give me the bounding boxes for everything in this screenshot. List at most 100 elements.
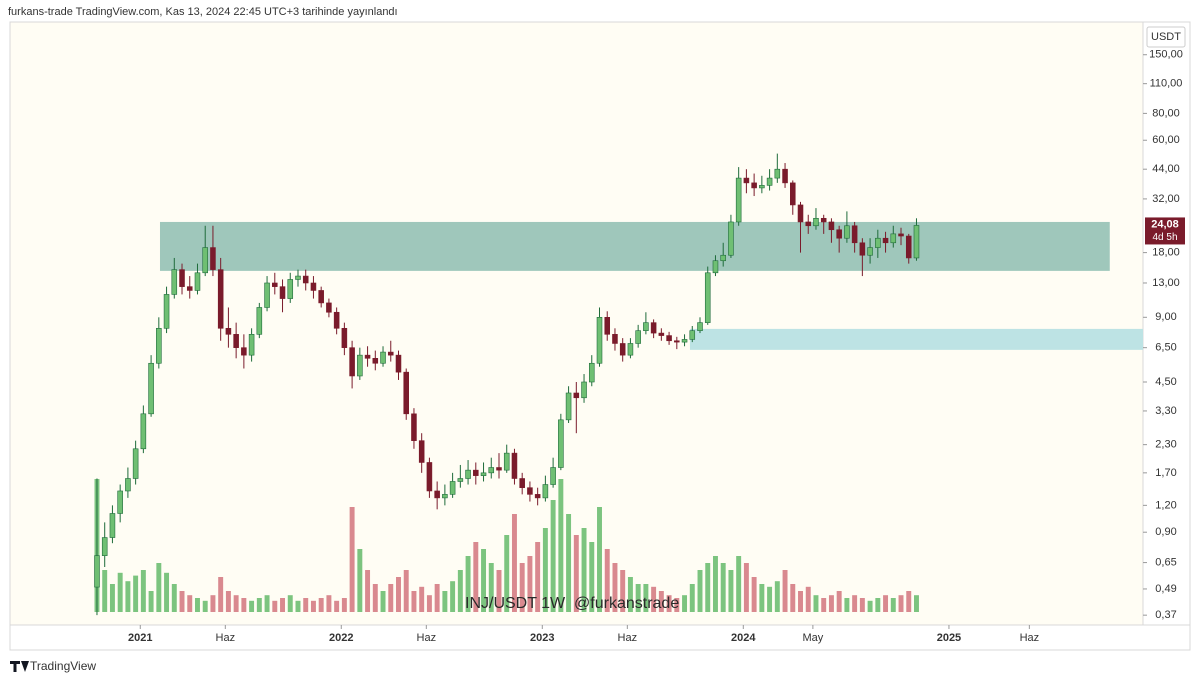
y-tick-label: 0,65 [1155, 556, 1176, 568]
candle-body [194, 272, 201, 291]
y-tick-label: 3,30 [1155, 405, 1176, 417]
candle-body [186, 286, 193, 291]
volume-bar [109, 584, 115, 612]
candle-body [898, 233, 904, 237]
y-tick-label: 150,00 [1149, 49, 1183, 61]
candle-body [125, 478, 131, 492]
candle-body [449, 481, 456, 495]
candle-body [287, 279, 294, 299]
candle-body [295, 275, 301, 280]
logo [10, 661, 29, 672]
volume-bar [844, 598, 850, 612]
candle-body [658, 332, 665, 336]
candle-body [782, 168, 788, 184]
candle-body [318, 290, 324, 304]
candle-body [302, 275, 309, 284]
volume-bar [859, 598, 865, 612]
volume-bar [365, 570, 371, 612]
volume-bar [164, 572, 170, 612]
volume-bar [566, 514, 572, 612]
watermark: INJ/USDT 1W @furkanstrade [465, 595, 679, 612]
candle-body [720, 254, 726, 262]
volume-bar [326, 595, 332, 612]
candle-body [457, 478, 464, 482]
candle-body [364, 354, 371, 359]
volume-bar [225, 591, 231, 612]
candle-body [712, 260, 719, 274]
volume-bar [666, 595, 672, 612]
volume-bar [705, 563, 711, 612]
volume-bar [658, 591, 664, 612]
footer: TradingView [30, 659, 96, 673]
candle-body [905, 235, 912, 259]
y-tick-label: 110,00 [1150, 78, 1183, 90]
candle-body [534, 494, 541, 499]
candle-body [604, 317, 611, 335]
volume-bar [488, 563, 494, 612]
x-tick-label: Haz [216, 632, 236, 644]
volume-bar [651, 586, 657, 612]
candle-body [310, 282, 317, 291]
y-tick-label: 2,30 [1155, 439, 1176, 451]
volume-bar [914, 595, 919, 612]
volume-bar [241, 598, 247, 612]
volume-bar [179, 591, 185, 612]
volume-bar [906, 591, 912, 612]
zone [689, 328, 1143, 350]
volume-bar [883, 595, 889, 612]
volume-bar [743, 563, 749, 612]
volume-bar [697, 570, 703, 612]
y-tick-label: 0,49 [1155, 583, 1176, 595]
candle-body [109, 513, 116, 538]
candle-body [372, 358, 379, 364]
candle-body [612, 334, 618, 344]
candle-body [163, 294, 170, 329]
candle-body [341, 327, 348, 348]
candle-body [743, 177, 750, 184]
candle-body [666, 335, 672, 342]
volume-bar [712, 556, 718, 612]
volume-bar [689, 584, 695, 612]
x-tick-label: May [802, 632, 823, 644]
candle-body [913, 225, 920, 259]
volume-bar [303, 598, 309, 612]
volume-bar [125, 581, 131, 612]
candle-body [248, 334, 255, 356]
volume-bar [295, 600, 301, 612]
candle-body [565, 392, 572, 421]
x-tick-label: Haz [1020, 632, 1040, 644]
candle-body [635, 330, 641, 344]
candle-body [650, 322, 657, 334]
volume-bar [481, 549, 487, 612]
candle-body [426, 462, 433, 492]
y-tick-label: 18,00 [1152, 247, 1180, 259]
volume-bar [264, 595, 270, 612]
candle-body [179, 269, 185, 287]
candle-body [735, 177, 742, 223]
price-axis [1142, 21, 1191, 626]
volume-bar [821, 598, 827, 612]
candle-body [581, 381, 587, 399]
y-tick-label: 6,50 [1155, 342, 1176, 354]
candle-body [480, 472, 487, 476]
volume-bar [573, 535, 579, 612]
candle-body [241, 347, 247, 356]
y-tick-label: 1,20 [1155, 499, 1176, 511]
volume-bar [349, 507, 355, 612]
candle-body [233, 334, 239, 348]
candle-body [395, 354, 402, 373]
y-tick-label: 0,37 [1155, 609, 1176, 621]
candle-body [94, 555, 100, 588]
x-tick-label: 2022 [329, 632, 353, 644]
y-tick-label: 44,00 [1152, 163, 1180, 175]
volume-bar [682, 595, 688, 612]
volume-bar [287, 595, 293, 612]
candle-body [828, 221, 835, 231]
candle-body [272, 282, 278, 287]
candle-body [890, 233, 897, 244]
volume-bar [318, 598, 324, 612]
volume-bar [519, 563, 525, 612]
candle-body [820, 217, 827, 223]
volume-bar [898, 595, 904, 612]
y-tick-label: 0,90 [1155, 526, 1176, 538]
